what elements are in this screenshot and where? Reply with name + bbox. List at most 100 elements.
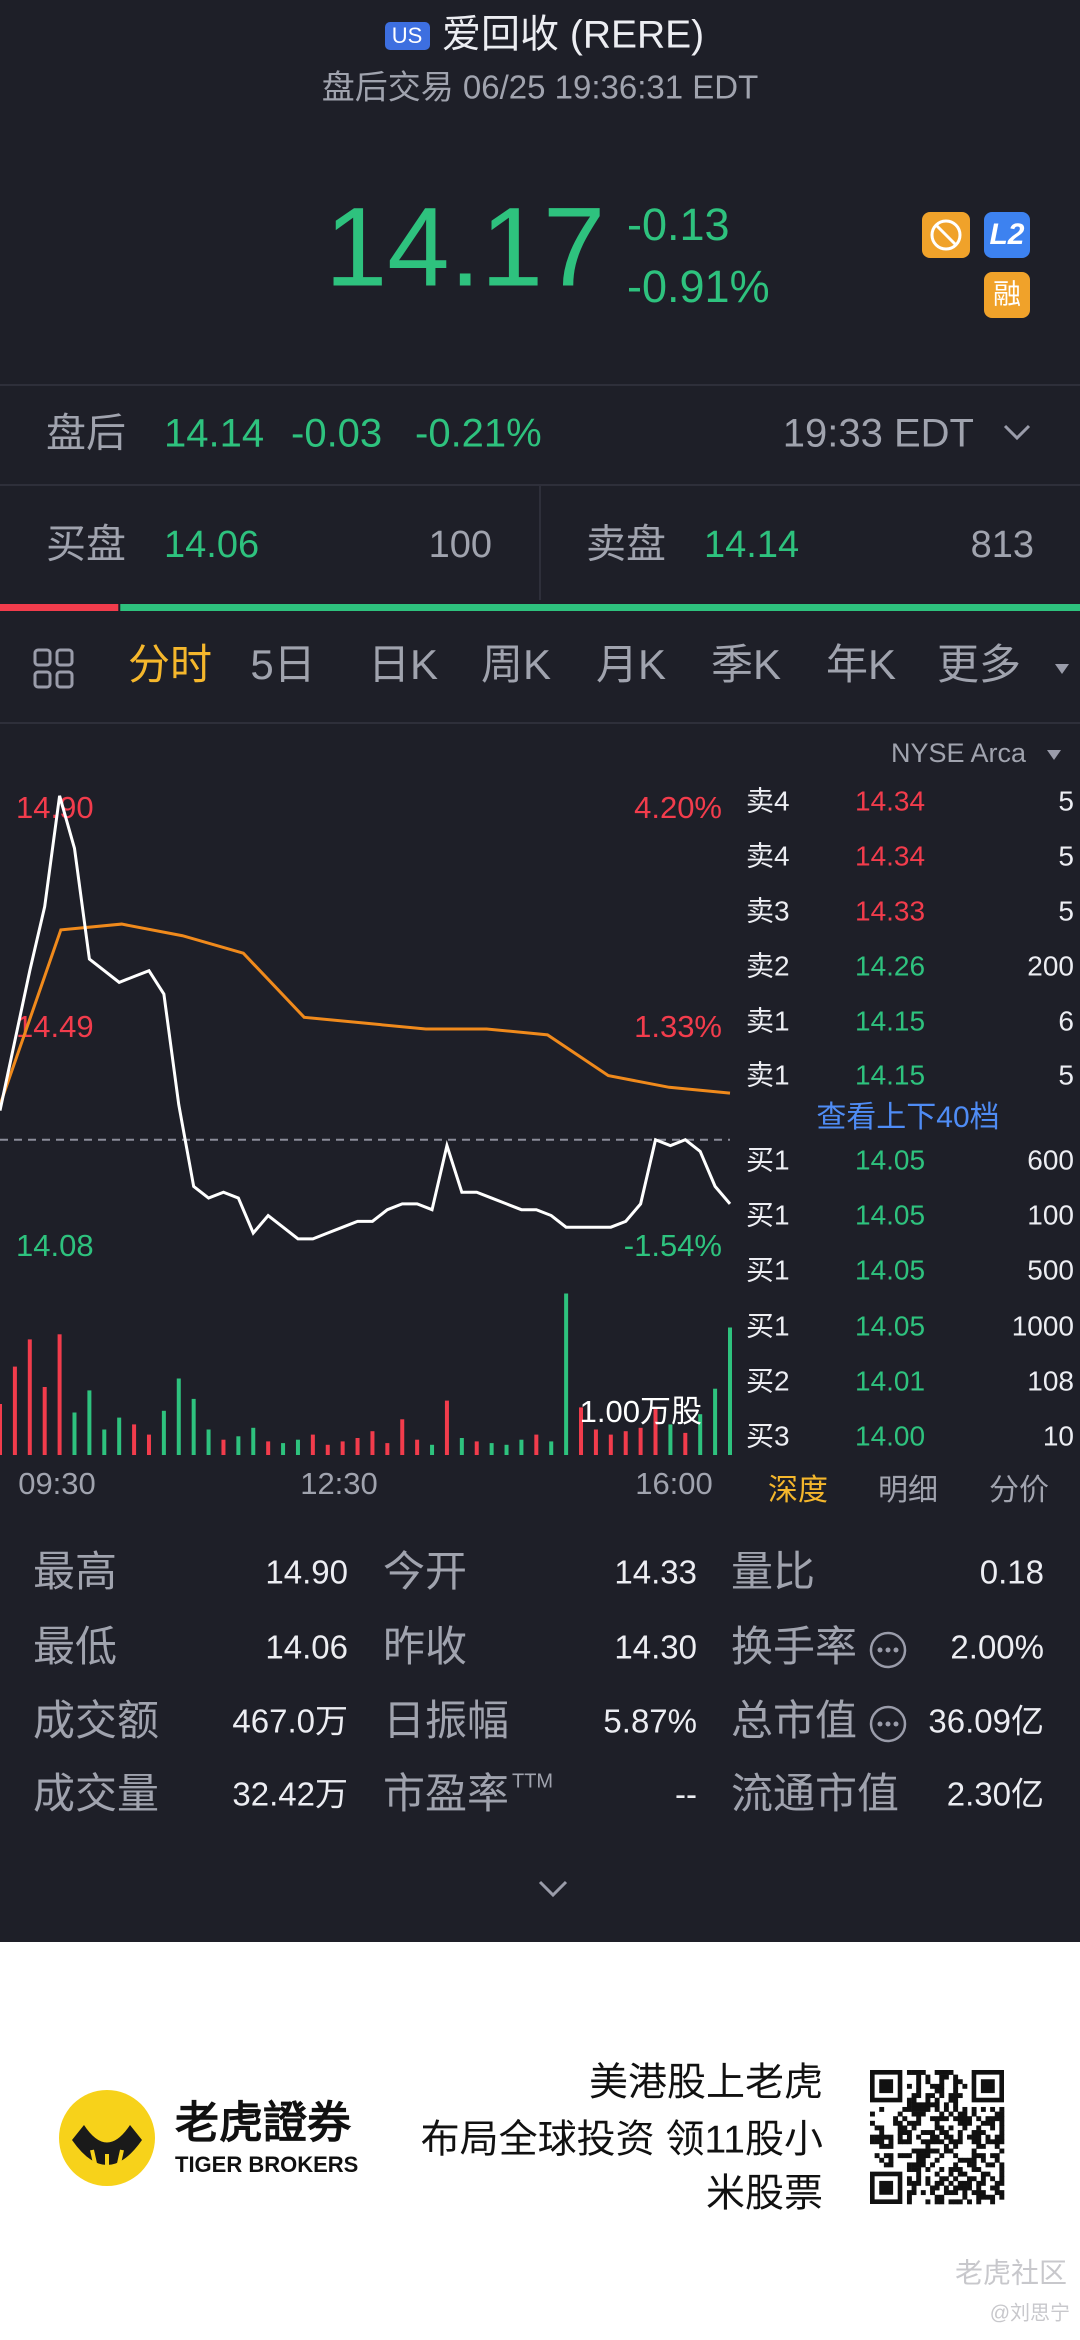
- qr-cell: [925, 2102, 931, 2108]
- book-level: 买1: [746, 1254, 790, 1285]
- expand-icon[interactable]: [538, 1880, 568, 1898]
- qr-cell: [953, 2143, 959, 2149]
- volume-bar: [728, 1327, 732, 1455]
- volume-bar: [42, 1387, 47, 1455]
- book-tab[interactable]: 分价: [989, 1474, 1049, 1507]
- qr-cell: [990, 2120, 996, 2126]
- qr-cell: [934, 2185, 940, 2191]
- chart-tab[interactable]: 日K: [368, 641, 438, 688]
- qr-cell: [953, 2079, 959, 2085]
- chart-tab[interactable]: 季K: [711, 641, 781, 688]
- qr-cell: [962, 2185, 968, 2191]
- dropdown-icon[interactable]: [1003, 424, 1031, 441]
- qr-cell: [906, 2070, 912, 2075]
- qr-cell: [943, 2143, 949, 2149]
- avg-price-line: [0, 922, 731, 1106]
- info-icon[interactable]: [869, 1631, 907, 1669]
- volume-bar: [161, 1410, 166, 1455]
- book-tab[interactable]: 明细: [878, 1474, 938, 1507]
- volume-scale-label: 1.00万股: [580, 1394, 702, 1429]
- qr-cell: [925, 2139, 931, 2145]
- l2-icon[interactable]: [984, 212, 1030, 258]
- chart-tab[interactable]: 周K: [481, 641, 551, 688]
- qr-cell: [957, 2111, 963, 2117]
- qr-cell: [916, 2083, 922, 2089]
- chart-tab[interactable]: 5日: [250, 641, 315, 688]
- qr-cell: [906, 2153, 912, 2159]
- qr-cell: [934, 2116, 940, 2122]
- margin-icon[interactable]: [984, 272, 1030, 318]
- qr-cell: [962, 2171, 968, 2177]
- qr-cell: [994, 2180, 1000, 2186]
- grid-icon[interactable]: [33, 648, 74, 689]
- qr-cell: [906, 2199, 912, 2205]
- volume-bar: [430, 1444, 435, 1455]
- chart-tab[interactable]: 更多: [937, 641, 1021, 688]
- qr-cell: [994, 2143, 1000, 2149]
- chart-tab[interactable]: 月K: [596, 641, 666, 688]
- slogan-line: 米股票: [706, 2172, 823, 2215]
- qr-cell: [911, 2106, 917, 2112]
- book-price: 14.33: [855, 895, 925, 926]
- l2-icon-text: L2: [989, 218, 1024, 251]
- volume-bar: [176, 1378, 181, 1455]
- chart-tab[interactable]: 分时: [128, 641, 212, 688]
- qr-cell: [976, 2130, 982, 2135]
- qr-cell: [953, 2088, 959, 2094]
- qr-cell: [948, 2148, 954, 2154]
- exchange-arrow[interactable]: [1047, 750, 1061, 760]
- qr-cell: [916, 2093, 922, 2099]
- volume-bar: [593, 1429, 598, 1455]
- book-more-link[interactable]: 查看上下40档: [816, 1101, 999, 1134]
- qr-cell: [943, 2148, 949, 2154]
- qr-cell: [953, 2106, 959, 2112]
- qr-cell: [934, 2106, 940, 2112]
- qr-cell: [911, 2190, 917, 2196]
- book-tab[interactable]: 深度: [768, 1474, 828, 1507]
- qr-cell: [943, 2190, 949, 2196]
- volume-bar: [310, 1434, 315, 1455]
- qr-cell: [920, 2153, 926, 2159]
- qr-cell: [930, 2162, 935, 2168]
- qr-cell: [943, 2116, 949, 2122]
- margin-icon-text: 融: [993, 278, 1021, 309]
- qr-cell: [883, 2134, 889, 2140]
- qr-cell: [980, 2194, 986, 2200]
- volume-bar: [12, 1366, 17, 1455]
- qr-cell: [962, 2190, 968, 2196]
- qr-cell: [976, 2199, 982, 2205]
- qr-cell: [999, 2116, 1005, 2122]
- qr-cell: [957, 2134, 963, 2140]
- stat-value: --: [675, 1776, 697, 1813]
- stat-superscript: TTM: [512, 1770, 553, 1792]
- qr-cell: [967, 2199, 972, 2205]
- qr-cell: [962, 2116, 968, 2122]
- qr-cell: [925, 2167, 931, 2172]
- qr-cell: [906, 2190, 912, 2196]
- info-icon[interactable]: [869, 1705, 907, 1743]
- qr-cell: [906, 2180, 912, 2186]
- exchange-label[interactable]: NYSE Arca: [891, 738, 1027, 768]
- qr-cell: [980, 2130, 986, 2135]
- chart-tab[interactable]: 年K: [826, 641, 896, 688]
- qr-cell: [967, 2120, 972, 2126]
- book-level: 买1: [746, 1310, 790, 1341]
- qr-cell: [939, 2153, 945, 2159]
- qr-cell: [916, 2120, 922, 2126]
- qr-cell: [906, 2102, 912, 2108]
- qr-cell: [911, 2148, 917, 2154]
- qr-cell: [939, 2079, 945, 2085]
- qr-cell: [962, 2120, 968, 2126]
- qr-cell: [967, 2176, 972, 2182]
- qr-cell: [999, 2162, 1005, 2168]
- qr-cell: [999, 2130, 1005, 2135]
- qr-cell: [990, 2194, 996, 2200]
- qr-cell: [911, 2097, 917, 2103]
- more-arrow[interactable]: [1055, 664, 1069, 674]
- volume-bar: [444, 1400, 449, 1455]
- qr-cell: [916, 2134, 922, 2140]
- qr-cell: [934, 2083, 940, 2089]
- qr-cell: [870, 2139, 875, 2145]
- qr-cell: [930, 2148, 935, 2154]
- brand-name: 老虎證券: [175, 2099, 352, 2148]
